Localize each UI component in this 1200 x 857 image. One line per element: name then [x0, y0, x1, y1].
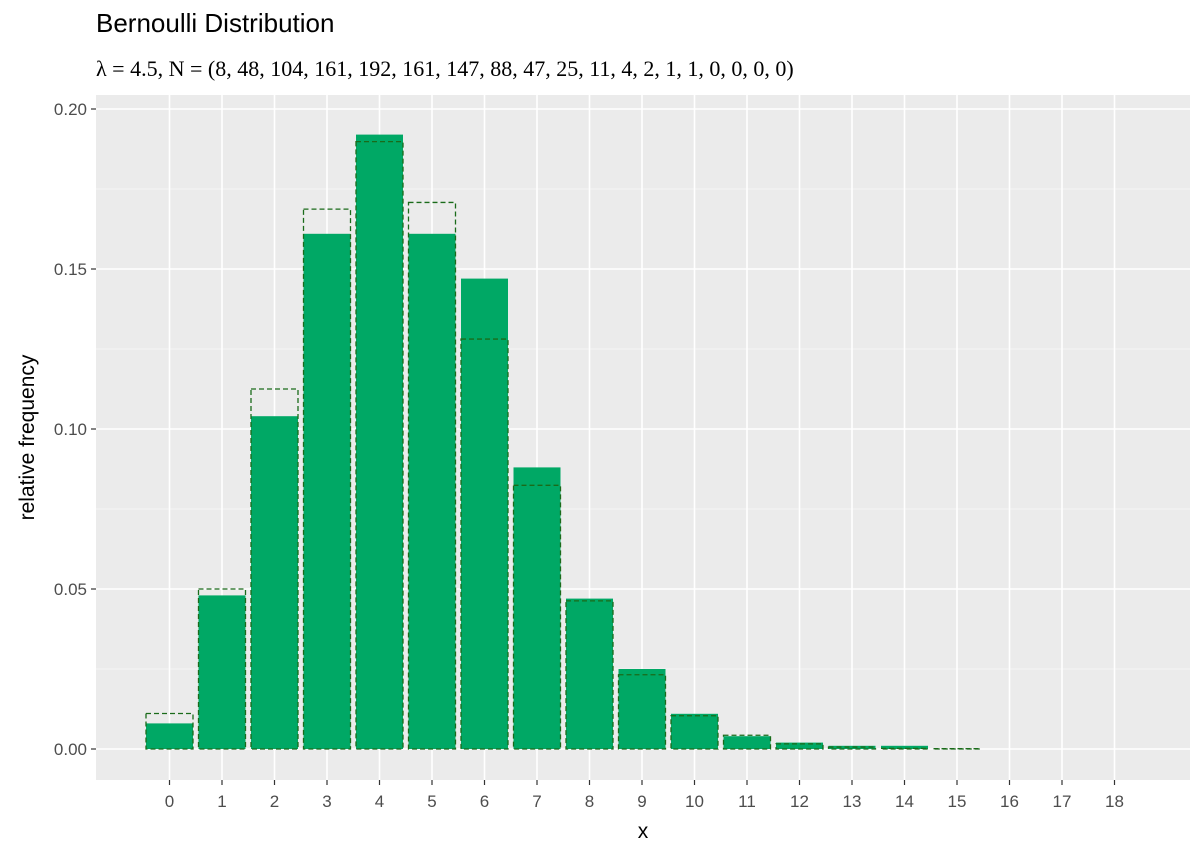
bar-10: [671, 713, 718, 749]
x-tick-label: 0: [165, 792, 174, 811]
x-tick-label: 7: [532, 792, 541, 811]
x-axis: 0 1 2 3 4 5 6 7 8 9 10 11 12 13 14 15 16 17 18: [165, 780, 1124, 811]
bar-9: [618, 669, 666, 749]
bar-13: [828, 745, 876, 749]
x-tick-label: 18: [1105, 792, 1124, 811]
x-tick-label: 3: [322, 792, 331, 811]
expected-outline-3: [302, 208, 352, 750]
expected-outline-6: [460, 338, 509, 750]
chart-subtitle: λ = 4.5, N = (8, 48, 104, 161, 192, 161,…: [96, 56, 794, 81]
x-tick-label: 6: [480, 792, 489, 811]
x-tick-label: 14: [895, 792, 914, 811]
expected-outline-12: [775, 743, 824, 750]
bar-7: [513, 467, 561, 749]
bar-8: [566, 598, 613, 749]
y-axis: 0.00 0.05 0.10 0.15 0.20: [54, 100, 96, 759]
x-tick-label: 13: [843, 792, 862, 811]
expected-outline-11: [722, 734, 772, 750]
bar-11: [723, 736, 771, 749]
expected-outline-2: [250, 388, 299, 750]
y-tick-label: 0.10: [54, 420, 87, 439]
expected-outlines: [145, 140, 982, 750]
expected-outline-7: [512, 484, 562, 750]
bar-14: [881, 745, 928, 749]
bar-3: [303, 233, 351, 750]
expected-outline-13: [827, 746, 877, 750]
x-tick-label: 5: [427, 792, 436, 811]
x-tick-label: 4: [375, 792, 384, 811]
expected-outline-14: [880, 747, 929, 750]
expected-outline-5: [407, 201, 457, 750]
x-tick-label: 12: [790, 792, 809, 811]
y-tick-label: 0.15: [54, 260, 87, 279]
x-tick-label: 8: [585, 792, 594, 811]
x-tick-label: 9: [637, 792, 646, 811]
bar-6: [461, 278, 508, 749]
chart-title: Bernoulli Distribution: [96, 8, 335, 38]
observed-bars: [146, 134, 928, 750]
y-axis-title: relative frequency: [16, 354, 39, 520]
expected-outline-0: [145, 712, 194, 750]
x-tick-label: 1: [217, 792, 226, 811]
bar-1: [198, 595, 246, 749]
bar-0: [146, 723, 193, 749]
x-tick-label: 16: [1000, 792, 1019, 811]
bar-4: [356, 134, 403, 750]
x-tick-label: 15: [948, 792, 967, 811]
y-tick-label: 0.20: [54, 100, 87, 119]
y-tick-label: 0.00: [54, 740, 87, 759]
bar-2: [251, 416, 298, 749]
x-tick-label: 2: [270, 792, 279, 811]
x-tick-label: 17: [1053, 792, 1072, 811]
x-tick-label: 10: [685, 792, 704, 811]
bar-12: [776, 742, 823, 749]
bar-5: [408, 233, 456, 750]
x-tick-label: 11: [738, 792, 756, 811]
x-axis-title: x: [638, 820, 649, 843]
expected-outline-9: [617, 674, 667, 750]
expected-outline-8: [565, 600, 614, 750]
y-tick-label: 0.05: [54, 580, 87, 599]
